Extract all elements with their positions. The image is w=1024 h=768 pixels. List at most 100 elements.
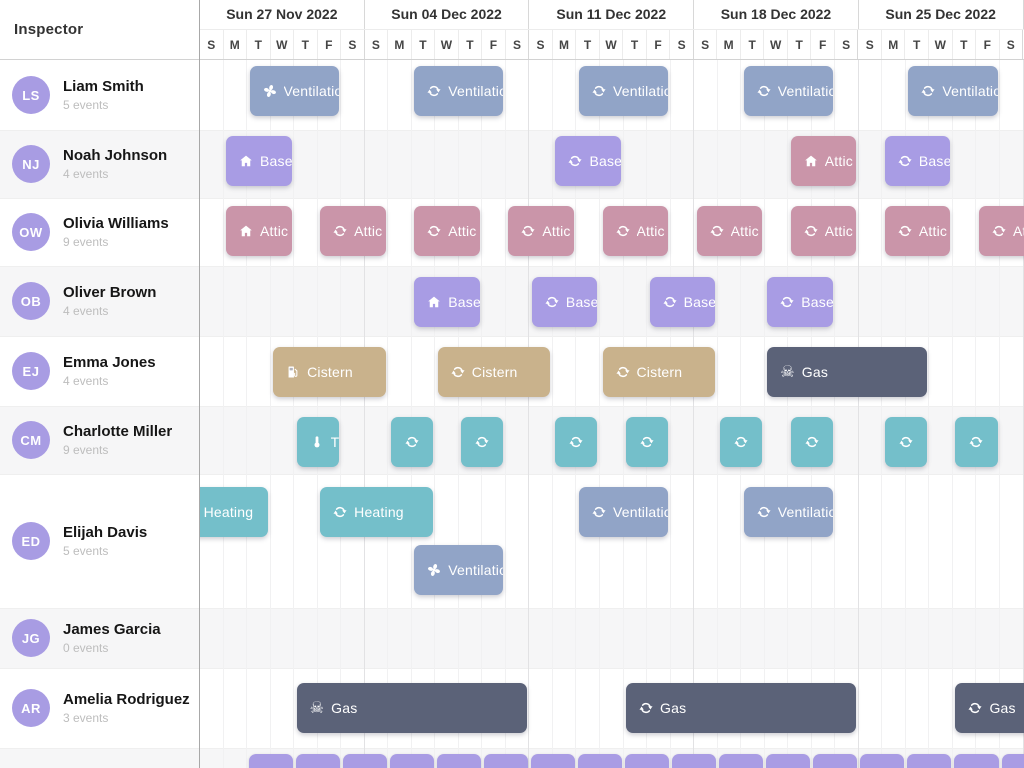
- day-column: [953, 60, 977, 768]
- event-gas[interactable]: ☠ Gas: [767, 347, 927, 397]
- resource-event-count: 3 events: [63, 710, 109, 725]
- event-ventilation[interactable]: Ventilation: [578, 487, 669, 537]
- day-column: [718, 60, 742, 768]
- day-letter: S: [858, 30, 882, 59]
- event-label: Cistern: [636, 364, 683, 380]
- event-partial[interactable]: [625, 754, 670, 768]
- event-partial[interactable]: [813, 754, 858, 768]
- event-attic[interactable]: Attic: [884, 206, 951, 256]
- event-attic[interactable]: Attic: [790, 206, 857, 256]
- event-ventilation[interactable]: Ventilation: [743, 487, 833, 537]
- day-letter: F: [482, 30, 506, 59]
- resource-info: Noah Johnson 4 events: [63, 147, 167, 181]
- week-label: Sun 18 Dec 2022: [694, 0, 859, 29]
- refresh-icon: [757, 505, 771, 519]
- event-label: Attic: [824, 153, 853, 169]
- event-attic[interactable]: Attic: [790, 136, 857, 186]
- event-basement[interactable]: Basement: [414, 277, 480, 327]
- event-ventilation[interactable]: Ventilation: [743, 66, 833, 116]
- avatar: OB: [12, 282, 50, 320]
- event-cistern[interactable]: Cistern: [437, 347, 551, 397]
- event-attic[interactable]: Attic: [978, 206, 1024, 256]
- thermometer-icon: [310, 435, 324, 449]
- event-partial[interactable]: [530, 754, 575, 768]
- resource-row-olivia-williams[interactable]: OW Olivia Williams 9 events: [0, 198, 200, 266]
- house-icon: [427, 295, 441, 309]
- event-basement[interactable]: Basement: [555, 136, 622, 186]
- event-utility[interactable]: [626, 417, 669, 467]
- event-partial[interactable]: [719, 754, 764, 768]
- event-attic[interactable]: Attic: [602, 206, 669, 256]
- resource-row-oliver-brown[interactable]: OB Oliver Brown 4 events: [0, 266, 200, 336]
- event-basement[interactable]: Basement: [226, 136, 292, 186]
- refresh-icon: [427, 224, 441, 238]
- event-attic[interactable]: Attic: [508, 206, 574, 256]
- event-cistern[interactable]: Cistern: [273, 347, 386, 397]
- event-ventilation[interactable]: Ventilation: [908, 66, 998, 116]
- resource-info: Charlotte Miller 9 events: [63, 423, 172, 457]
- event-attic[interactable]: Attic: [226, 206, 292, 256]
- day-letter: F: [318, 30, 342, 59]
- resource-name: Charlotte Miller: [63, 423, 173, 441]
- event-attic[interactable]: Attic: [696, 206, 763, 256]
- event-basement[interactable]: Basement: [767, 277, 833, 327]
- event-gas[interactable]: Gas: [955, 683, 1024, 733]
- event-label: Basement: [918, 153, 951, 169]
- event-partial[interactable]: [436, 754, 481, 768]
- avatar: OW: [12, 213, 50, 251]
- event-partial[interactable]: [248, 754, 293, 768]
- resource-row-noah-johnson[interactable]: NJ Noah Johnson 4 events: [0, 130, 200, 198]
- event-label: Cistern: [471, 364, 518, 380]
- event-utility[interactable]: [720, 417, 763, 467]
- event-attic[interactable]: Attic: [320, 206, 386, 256]
- event-label: Basement: [589, 153, 622, 169]
- event-ventilation[interactable]: Ventilation: [414, 545, 504, 595]
- event-ventilation[interactable]: Ventilation: [578, 66, 669, 116]
- event-label: Attic: [1012, 223, 1024, 239]
- event-partial[interactable]: [954, 754, 999, 768]
- event-partial[interactable]: [342, 754, 387, 768]
- resource-row-liam-smith[interactable]: LS Liam Smith 5 events: [0, 60, 200, 130]
- resource-event-count: 9 events: [63, 234, 109, 249]
- resource-row-emma-jones[interactable]: EJ Emma Jones 4 events: [0, 336, 200, 406]
- day-letter: W: [271, 30, 295, 59]
- event-gas[interactable]: Gas: [626, 683, 857, 733]
- event-thermostat[interactable]: Thermostat: [296, 417, 339, 467]
- event-partial[interactable]: [389, 754, 434, 768]
- event-partial[interactable]: [295, 754, 340, 768]
- event-gas[interactable]: ☠ Gas: [296, 683, 527, 733]
- event-basement[interactable]: Basement: [884, 136, 951, 186]
- fan-icon: [427, 563, 441, 577]
- event-partial[interactable]: [766, 754, 811, 768]
- event-utility[interactable]: [955, 417, 998, 467]
- event-ventilation[interactable]: Ventilation: [249, 66, 339, 116]
- event-utility[interactable]: [790, 417, 833, 467]
- event-partial[interactable]: [483, 754, 528, 768]
- event-partial[interactable]: [860, 754, 905, 768]
- event-utility[interactable]: [884, 417, 927, 467]
- event-basement[interactable]: Basement: [531, 277, 598, 327]
- event-partial[interactable]: [577, 754, 623, 768]
- day-letter: W: [764, 30, 788, 59]
- event-label: Cistern: [307, 364, 353, 380]
- resource-row-james-garcia[interactable]: JG James Garcia 0 events: [0, 608, 200, 668]
- resource-row-elijah-davis[interactable]: ED Elijah Davis 5 events: [0, 474, 200, 608]
- refresh-icon: [968, 701, 982, 715]
- event-ventilation[interactable]: Ventilation: [414, 66, 504, 116]
- event-partial[interactable]: [672, 754, 717, 768]
- event-partial[interactable]: [907, 754, 952, 768]
- event-utility[interactable]: [555, 417, 598, 467]
- event-utility[interactable]: [461, 417, 504, 467]
- resource-row-amelia-rodriguez[interactable]: AR Amelia Rodriguez 3 events: [0, 668, 200, 748]
- day-column: [694, 60, 718, 768]
- event-attic[interactable]: Attic: [414, 206, 480, 256]
- event-partial[interactable]: [1001, 754, 1024, 768]
- resource-row-charlotte-miller[interactable]: CM Charlotte Miller 9 events: [0, 406, 200, 474]
- refresh-icon: [615, 365, 630, 379]
- event-cistern[interactable]: Cistern: [602, 347, 716, 397]
- event-heating[interactable]: Heating: [200, 487, 269, 537]
- event-heating[interactable]: Heating: [320, 487, 433, 537]
- event-utility[interactable]: [390, 417, 433, 467]
- event-basement[interactable]: Basement: [649, 277, 716, 327]
- resource-name: James Garcia: [63, 621, 161, 639]
